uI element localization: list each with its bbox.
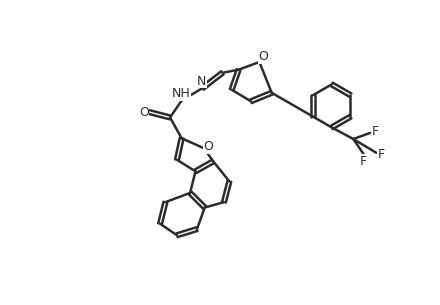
Text: F: F — [360, 155, 367, 168]
Text: NH: NH — [172, 87, 190, 100]
Text: O: O — [204, 140, 213, 153]
Text: F: F — [371, 125, 378, 138]
Text: F: F — [378, 148, 385, 161]
Text: O: O — [139, 106, 149, 119]
Text: O: O — [258, 50, 268, 63]
Text: N: N — [197, 75, 206, 88]
